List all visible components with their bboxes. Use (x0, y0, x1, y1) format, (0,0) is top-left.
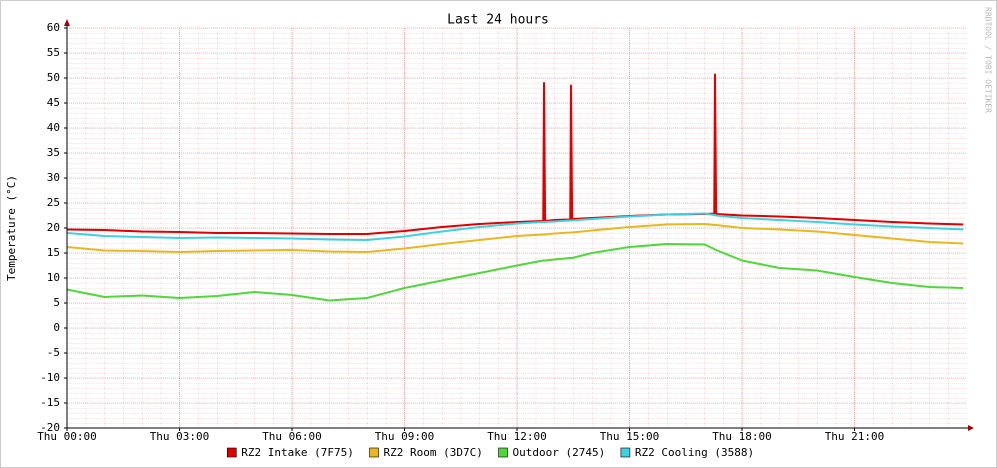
y-tick-label: -15 (40, 396, 60, 409)
watermark: RRDTOOL / TOBI OETIKER (984, 7, 993, 113)
series-line (66, 243, 964, 302)
plot (66, 73, 964, 302)
y-tick-label: 25 (47, 196, 60, 209)
x-arrow (968, 425, 974, 431)
legend-swatch (620, 447, 631, 458)
series-line (66, 212, 964, 241)
y-axis-label: Temperature (°C) (5, 175, 18, 281)
y-tick-label: 60 (47, 21, 60, 34)
series-line (66, 73, 964, 235)
y-tick-label: -5 (47, 346, 60, 359)
legend-label: RZ2 Cooling (3588) (635, 446, 754, 459)
x-tick-label: Thu 06:00 (262, 430, 322, 443)
y-tick-label: -20 (40, 421, 60, 434)
grid (64, 27, 967, 431)
x-tick-label: Thu 09:00 (375, 430, 435, 443)
y-tick-label: 20 (47, 221, 60, 234)
y-tick-label: 55 (47, 46, 60, 59)
x-tick-label: Thu 03:00 (150, 430, 210, 443)
x-tick-label: Thu 12:00 (487, 430, 547, 443)
series-line (66, 223, 964, 253)
y-tick-label: 50 (47, 71, 60, 84)
y-tick-label: 40 (47, 121, 60, 134)
y-arrow (64, 19, 70, 26)
y-tick-label: 30 (47, 171, 60, 184)
legend-label: RZ2 Intake (7F75) (241, 446, 354, 459)
legend-swatch (498, 447, 508, 458)
legend-swatch (227, 447, 237, 458)
legend-label: RZ2 Room (3D7C) (384, 446, 483, 459)
legend: RZ2 Intake (7F75) RZ2 Room (3D7C) Outdoor … (227, 446, 754, 459)
y-tick-label: 15 (47, 246, 60, 259)
y-tick-label: 5 (53, 296, 60, 309)
chart-title: Last 24 hours (447, 13, 549, 28)
x-tick-label: Thu 18:00 (712, 430, 772, 443)
y-tick-label: 45 (47, 96, 60, 109)
y-tick-label: 0 (53, 321, 60, 334)
y-tick-label: 10 (47, 271, 60, 284)
x-tick-label: Thu 21:00 (825, 430, 885, 443)
y-tick-label: -10 (40, 371, 60, 384)
x-tick-label: Thu 00:00 (37, 430, 97, 443)
legend-label: Outdoor (2745) (513, 446, 606, 459)
legend-swatch (369, 447, 379, 458)
y-tick-label: 35 (47, 146, 60, 159)
x-tick-label: Thu 15:00 (600, 430, 660, 443)
